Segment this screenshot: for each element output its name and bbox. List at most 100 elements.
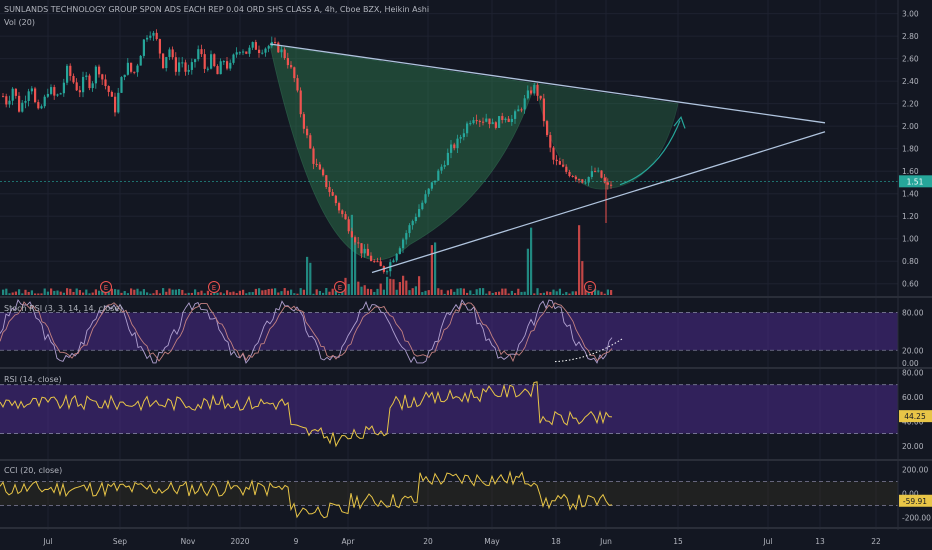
volume-bar bbox=[21, 293, 24, 295]
candle-body bbox=[299, 90, 302, 115]
price-tick-label: 0.60 bbox=[902, 280, 919, 289]
candle-body bbox=[411, 221, 414, 226]
volume-bar bbox=[350, 214, 353, 295]
volume-bar bbox=[98, 290, 101, 295]
volume-bar bbox=[312, 293, 315, 295]
volume-bar bbox=[11, 292, 14, 295]
volume-bar bbox=[91, 292, 94, 295]
candle-body bbox=[197, 49, 200, 60]
price-tick-label: 2.60 bbox=[902, 55, 919, 64]
candle-body bbox=[520, 109, 523, 111]
cci-tick-label: 200.00 bbox=[902, 465, 928, 474]
volume-bar bbox=[434, 242, 437, 295]
earnings-marker-label: E bbox=[338, 284, 342, 292]
volume-bar bbox=[8, 293, 11, 295]
time-tick-label: May bbox=[484, 537, 500, 546]
candle-body bbox=[302, 114, 305, 129]
time-tick-label: 18 bbox=[551, 537, 561, 546]
candle-body bbox=[11, 88, 14, 101]
candle-body bbox=[82, 76, 85, 93]
volume-bar bbox=[430, 245, 433, 295]
triangle-trendlines[interactable] bbox=[0, 43, 898, 274]
volume-bar bbox=[402, 275, 405, 295]
candle-body bbox=[50, 87, 53, 94]
volume-bar bbox=[286, 290, 289, 295]
candle-body bbox=[210, 54, 213, 69]
candle-body bbox=[408, 225, 411, 234]
volume-bar bbox=[315, 289, 318, 295]
volume-bar bbox=[290, 289, 293, 295]
candle-body bbox=[450, 144, 453, 153]
volume-bar bbox=[485, 293, 488, 295]
volume-bar bbox=[229, 292, 232, 295]
candle-body bbox=[517, 109, 520, 112]
volume-bar bbox=[581, 261, 584, 295]
candle-body bbox=[443, 165, 446, 167]
candle-body bbox=[603, 177, 606, 183]
volume-bar bbox=[475, 289, 478, 295]
candle-body bbox=[594, 171, 597, 173]
time-tick-label: 9 bbox=[294, 537, 299, 546]
candle-body bbox=[238, 52, 241, 54]
candle-body bbox=[325, 175, 328, 188]
volume-bar bbox=[395, 289, 398, 295]
price-tick-label: 1.00 bbox=[902, 235, 919, 244]
candle-body bbox=[549, 135, 552, 148]
volume-bar bbox=[610, 290, 613, 295]
volume-bar bbox=[533, 293, 536, 295]
volume-bar bbox=[152, 293, 155, 295]
volume-bar bbox=[136, 288, 139, 295]
candle-body bbox=[341, 210, 344, 215]
candle-body bbox=[165, 57, 168, 69]
volume-bar bbox=[363, 285, 366, 295]
price-tick-label: 1.80 bbox=[902, 145, 919, 154]
candle-body bbox=[130, 62, 133, 72]
time-axis[interactable]: Jul Sep Nov 2020 9 Apr 20 May 18 Jun 15 Jul 13 22 bbox=[42, 537, 881, 546]
candle-body bbox=[453, 144, 456, 149]
volume-bar bbox=[469, 290, 472, 295]
candle-body bbox=[194, 59, 197, 63]
candle-body bbox=[395, 253, 398, 261]
candle-body bbox=[98, 66, 101, 75]
time-tick-label: 13 bbox=[815, 537, 825, 546]
candles bbox=[2, 29, 613, 277]
candle-body bbox=[350, 231, 353, 238]
candle-body bbox=[104, 79, 107, 87]
candle-body bbox=[398, 248, 401, 254]
volume-bar bbox=[414, 286, 417, 295]
volume-bar bbox=[571, 291, 574, 295]
candle-body bbox=[222, 61, 225, 63]
candle-body bbox=[232, 54, 235, 63]
candle-body bbox=[261, 52, 264, 54]
volume-bar bbox=[50, 288, 53, 295]
candle-body bbox=[514, 111, 517, 119]
price-tick-label: 3.00 bbox=[902, 10, 919, 19]
candle-body bbox=[200, 49, 203, 55]
volume-bar bbox=[197, 292, 200, 295]
candle-body bbox=[101, 74, 104, 80]
volume-bar bbox=[258, 288, 261, 295]
candle-body bbox=[347, 219, 350, 232]
candle-body bbox=[334, 195, 337, 204]
volume-bar bbox=[104, 291, 107, 295]
candle-body bbox=[136, 65, 139, 73]
candle-body bbox=[75, 82, 78, 91]
candle-body bbox=[286, 58, 289, 66]
volume-bar bbox=[107, 292, 110, 295]
time-tick-label: Sep bbox=[113, 537, 127, 546]
volume-bar bbox=[206, 290, 209, 295]
volume-bar bbox=[37, 293, 40, 295]
candle-body bbox=[158, 39, 161, 54]
candle-body bbox=[277, 42, 280, 53]
volume-bar bbox=[427, 290, 430, 295]
price-tick-label: 2.20 bbox=[902, 100, 919, 109]
volume-bar bbox=[418, 276, 421, 295]
price-axis[interactable]: 3.00 2.80 2.60 2.40 2.20 2.00 1.80 1.60 1.40 1.20… bbox=[902, 10, 931, 523]
candle-body bbox=[315, 163, 318, 165]
candle-body bbox=[229, 62, 232, 69]
candle-body bbox=[539, 95, 542, 99]
candle-body bbox=[501, 116, 504, 121]
volume-bar bbox=[376, 288, 379, 295]
